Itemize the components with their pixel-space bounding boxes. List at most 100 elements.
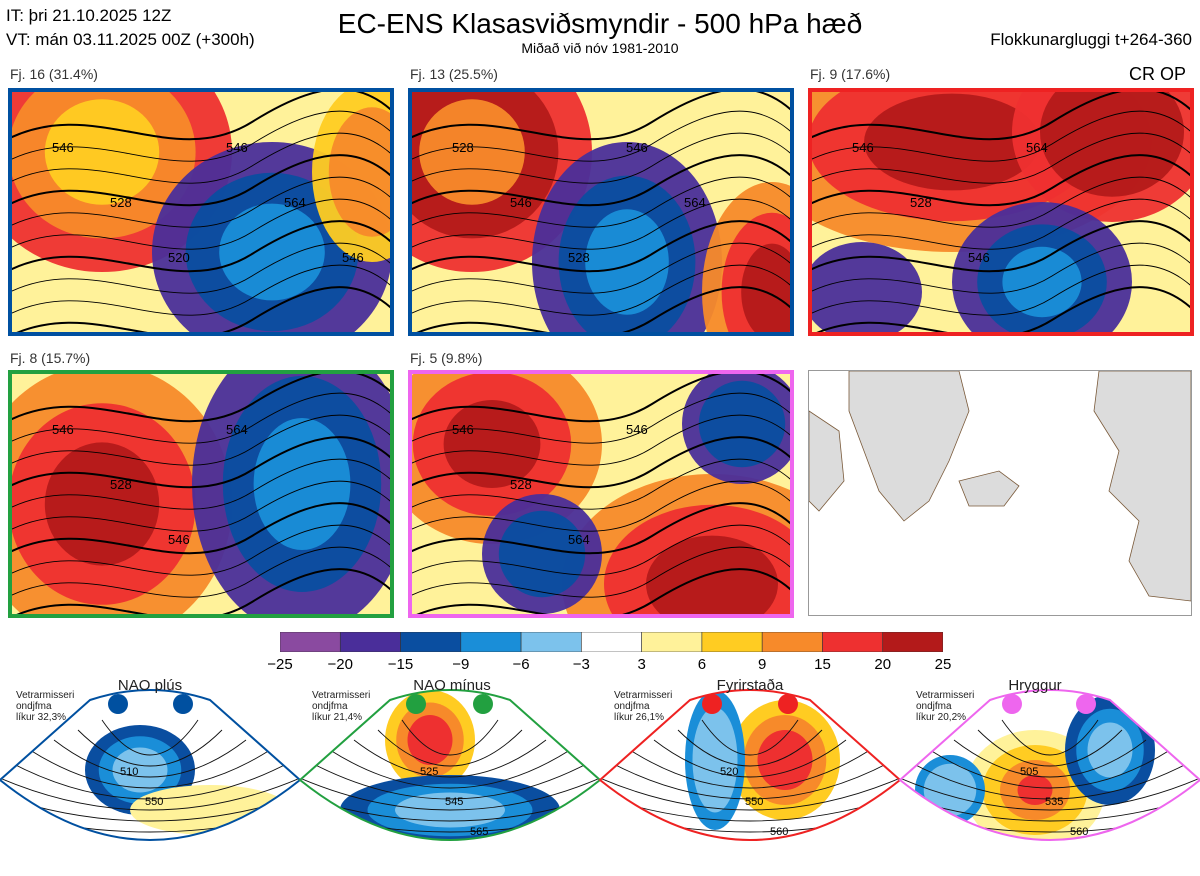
- height-contour: [12, 392, 390, 444]
- height-contour: [12, 414, 390, 466]
- panel-label: Fj. 9 (17.6%): [810, 66, 891, 82]
- colorbar-segment: [460, 631, 522, 653]
- height-contour: [412, 264, 790, 316]
- height-contour: [412, 436, 790, 489]
- anomaly-contour: [812, 242, 922, 332]
- regime-marker-dot: [406, 694, 426, 714]
- height-contour: [12, 374, 390, 423]
- regime-contour-label: 525: [420, 766, 438, 778]
- regime-contour-label: 535: [1045, 796, 1063, 808]
- regime-contour-label: 510: [120, 766, 138, 778]
- regime-contour-label: 545: [445, 796, 463, 808]
- colorbar-tick-label: 20: [874, 656, 892, 673]
- height-contour: [412, 132, 790, 184]
- colorbar-segment: [822, 631, 884, 653]
- regime-contour: [677, 729, 823, 767]
- contour-label: 546: [342, 250, 364, 265]
- height-contour: [412, 458, 790, 510]
- regime-contour: [900, 789, 1200, 833]
- colorbar-segment: [761, 631, 823, 653]
- regime-contour: [305, 759, 595, 800]
- anomaly-contour: [698, 380, 786, 468]
- colorbar-tick-label: 15: [814, 656, 831, 673]
- cluster-map-2: 528 546 528 546 564: [408, 88, 794, 336]
- valid-time: VT: mán 03.11.2025 00Z (+300h): [6, 30, 255, 49]
- panel-label: Fj. 5 (9.8%): [410, 350, 483, 366]
- height-contour: [412, 546, 790, 598]
- height-contour: [812, 220, 1190, 273]
- contour-label: 564: [684, 195, 706, 210]
- height-contour: [812, 132, 1190, 184]
- regime-contour-label: 550: [145, 796, 163, 808]
- regime-note: Vetrarmisseri ondjfma líkur 21,4%: [312, 690, 371, 723]
- height-contour: [412, 480, 790, 532]
- regime-note: Vetrarmisseri ondjfma líkur 26,1%: [614, 690, 673, 723]
- colorbar-tick-label: −9: [452, 656, 470, 673]
- height-contour: [12, 132, 390, 184]
- contour-label: 546: [452, 422, 474, 437]
- height-contour: [12, 242, 390, 294]
- colorbar-tick-label: −3: [572, 656, 590, 673]
- colorbar-segment: [339, 631, 401, 653]
- height-contour: [12, 546, 390, 598]
- regime-contour: [977, 729, 1123, 767]
- colorbar-tick-label: −20: [327, 656, 353, 673]
- height-contour: [412, 198, 790, 250]
- cluster-map-svg: 546 528 564 546: [412, 374, 790, 614]
- colorbar-segment: [641, 631, 703, 653]
- anomaly-contour: [443, 400, 541, 488]
- cluster-map-svg: 528 546 528 546 564: [412, 92, 790, 332]
- regime-contour: [53, 739, 247, 778]
- contour-label: 546: [52, 140, 74, 155]
- regime-marker-dot: [108, 694, 128, 714]
- height-contour: [12, 92, 390, 141]
- regime-contour: [600, 769, 900, 811]
- colorbar-tick-label: 3: [637, 656, 646, 673]
- contour-label: 528: [110, 195, 132, 210]
- regime-marker-dot: [473, 694, 493, 714]
- contour-label: 528: [568, 250, 590, 265]
- cluster-map-svg: 546 528 546 564: [812, 92, 1190, 332]
- header-info: IT: þri 21.10.2025 12Z VT: mán 03.11.202…: [6, 4, 255, 52]
- regime-anomaly: [407, 715, 453, 765]
- colorbar: [279, 631, 944, 653]
- regime-fan-outline: [0, 689, 302, 841]
- regime-contour: [77, 729, 223, 767]
- regime-fan-outline: [598, 689, 902, 841]
- regime-contour-label: 560: [770, 826, 788, 838]
- anomaly-contour: [328, 107, 390, 237]
- height-contour: [12, 198, 390, 250]
- colorbar-tick-label: 6: [697, 656, 707, 673]
- regime-contour: [101, 719, 199, 756]
- regime-fans: 510 550 525 545 565 520 550 560 505 535 560: [0, 680, 1200, 871]
- height-contour: [12, 264, 390, 316]
- regime-contour: [353, 739, 547, 778]
- contour-label: 546: [52, 422, 74, 437]
- height-contour: [412, 176, 790, 228]
- height-contour: [812, 154, 1190, 207]
- height-contour: [812, 176, 1190, 228]
- colorbar-segment: [882, 631, 944, 653]
- colorbar-tick-label: 25: [934, 656, 952, 673]
- regime-contour: [377, 729, 523, 767]
- colorbar-segment: [520, 631, 582, 653]
- contour-label: 546: [626, 140, 648, 155]
- colorbar-tick-label: −25: [267, 656, 293, 673]
- panel-label: Fj. 16 (31.4%): [10, 66, 98, 82]
- height-contour: [412, 220, 790, 273]
- height-contour: [12, 220, 390, 273]
- height-contour: [12, 154, 390, 207]
- contour-label: 564: [568, 532, 590, 547]
- regime-contour: [0, 789, 300, 833]
- height-contour: [412, 414, 790, 466]
- contour-label: 546: [626, 422, 648, 437]
- regime-marker-dot: [1076, 694, 1096, 714]
- height-contour: [12, 176, 390, 228]
- cluster-map-5: 546 528 564 546: [408, 370, 794, 618]
- colorbar-tick-label: −6: [512, 656, 530, 673]
- anomaly-contour: [741, 243, 790, 332]
- empty-map-panel: [808, 370, 1192, 616]
- height-contour: [416, 568, 790, 614]
- colorbar-segment: [400, 631, 462, 653]
- contour-label: 528: [452, 140, 474, 155]
